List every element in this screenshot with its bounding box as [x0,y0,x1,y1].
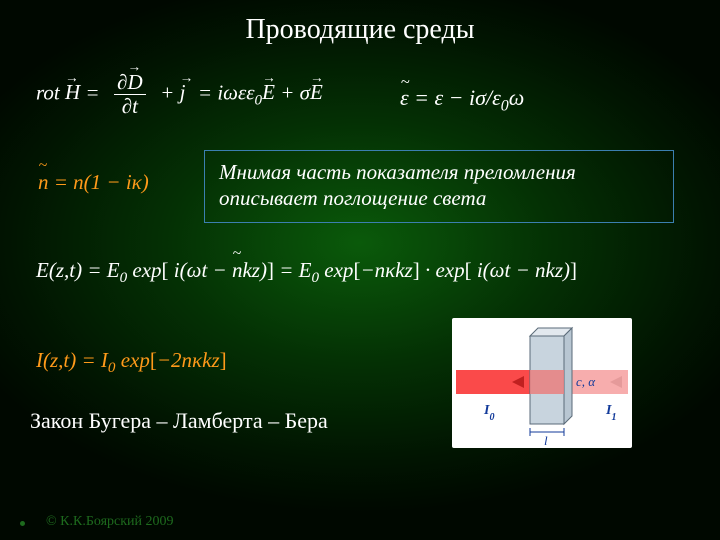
eq-epsilon-tilde: ε = ε − iσ/ε0ω [400,85,524,115]
footer-copyright: © К.К.Боярский 2009 [46,514,174,530]
callout-box: Мнимая часть показателя преломления опис… [204,150,674,223]
label-i0: I0 [483,403,494,423]
footer-bullet [20,521,25,526]
eq-intensity-zt: I(z,t) = I0 exp[−2nκkz] [36,348,227,377]
page-title: Проводящие среды [0,0,720,46]
beer-lambert-diagram: I0 I1 c, α l [452,318,632,448]
label-i1: I1 [605,403,616,423]
label-l: l [544,433,548,448]
label-c-alpha: c, α [576,374,596,389]
beer-lambert-label: Закон Бугера – Ламберта – Бера [30,408,328,434]
eq-field-zt: E(z,t) = E0 exp[ i(ωt − nkz)] = E0 exp[−… [36,258,577,287]
eq-maxwell-curl: rot H = ∂D∂t + j = iωεε0E + σE [36,72,323,117]
eq-n-tilde: n = n(1 − iκ) [38,170,149,195]
